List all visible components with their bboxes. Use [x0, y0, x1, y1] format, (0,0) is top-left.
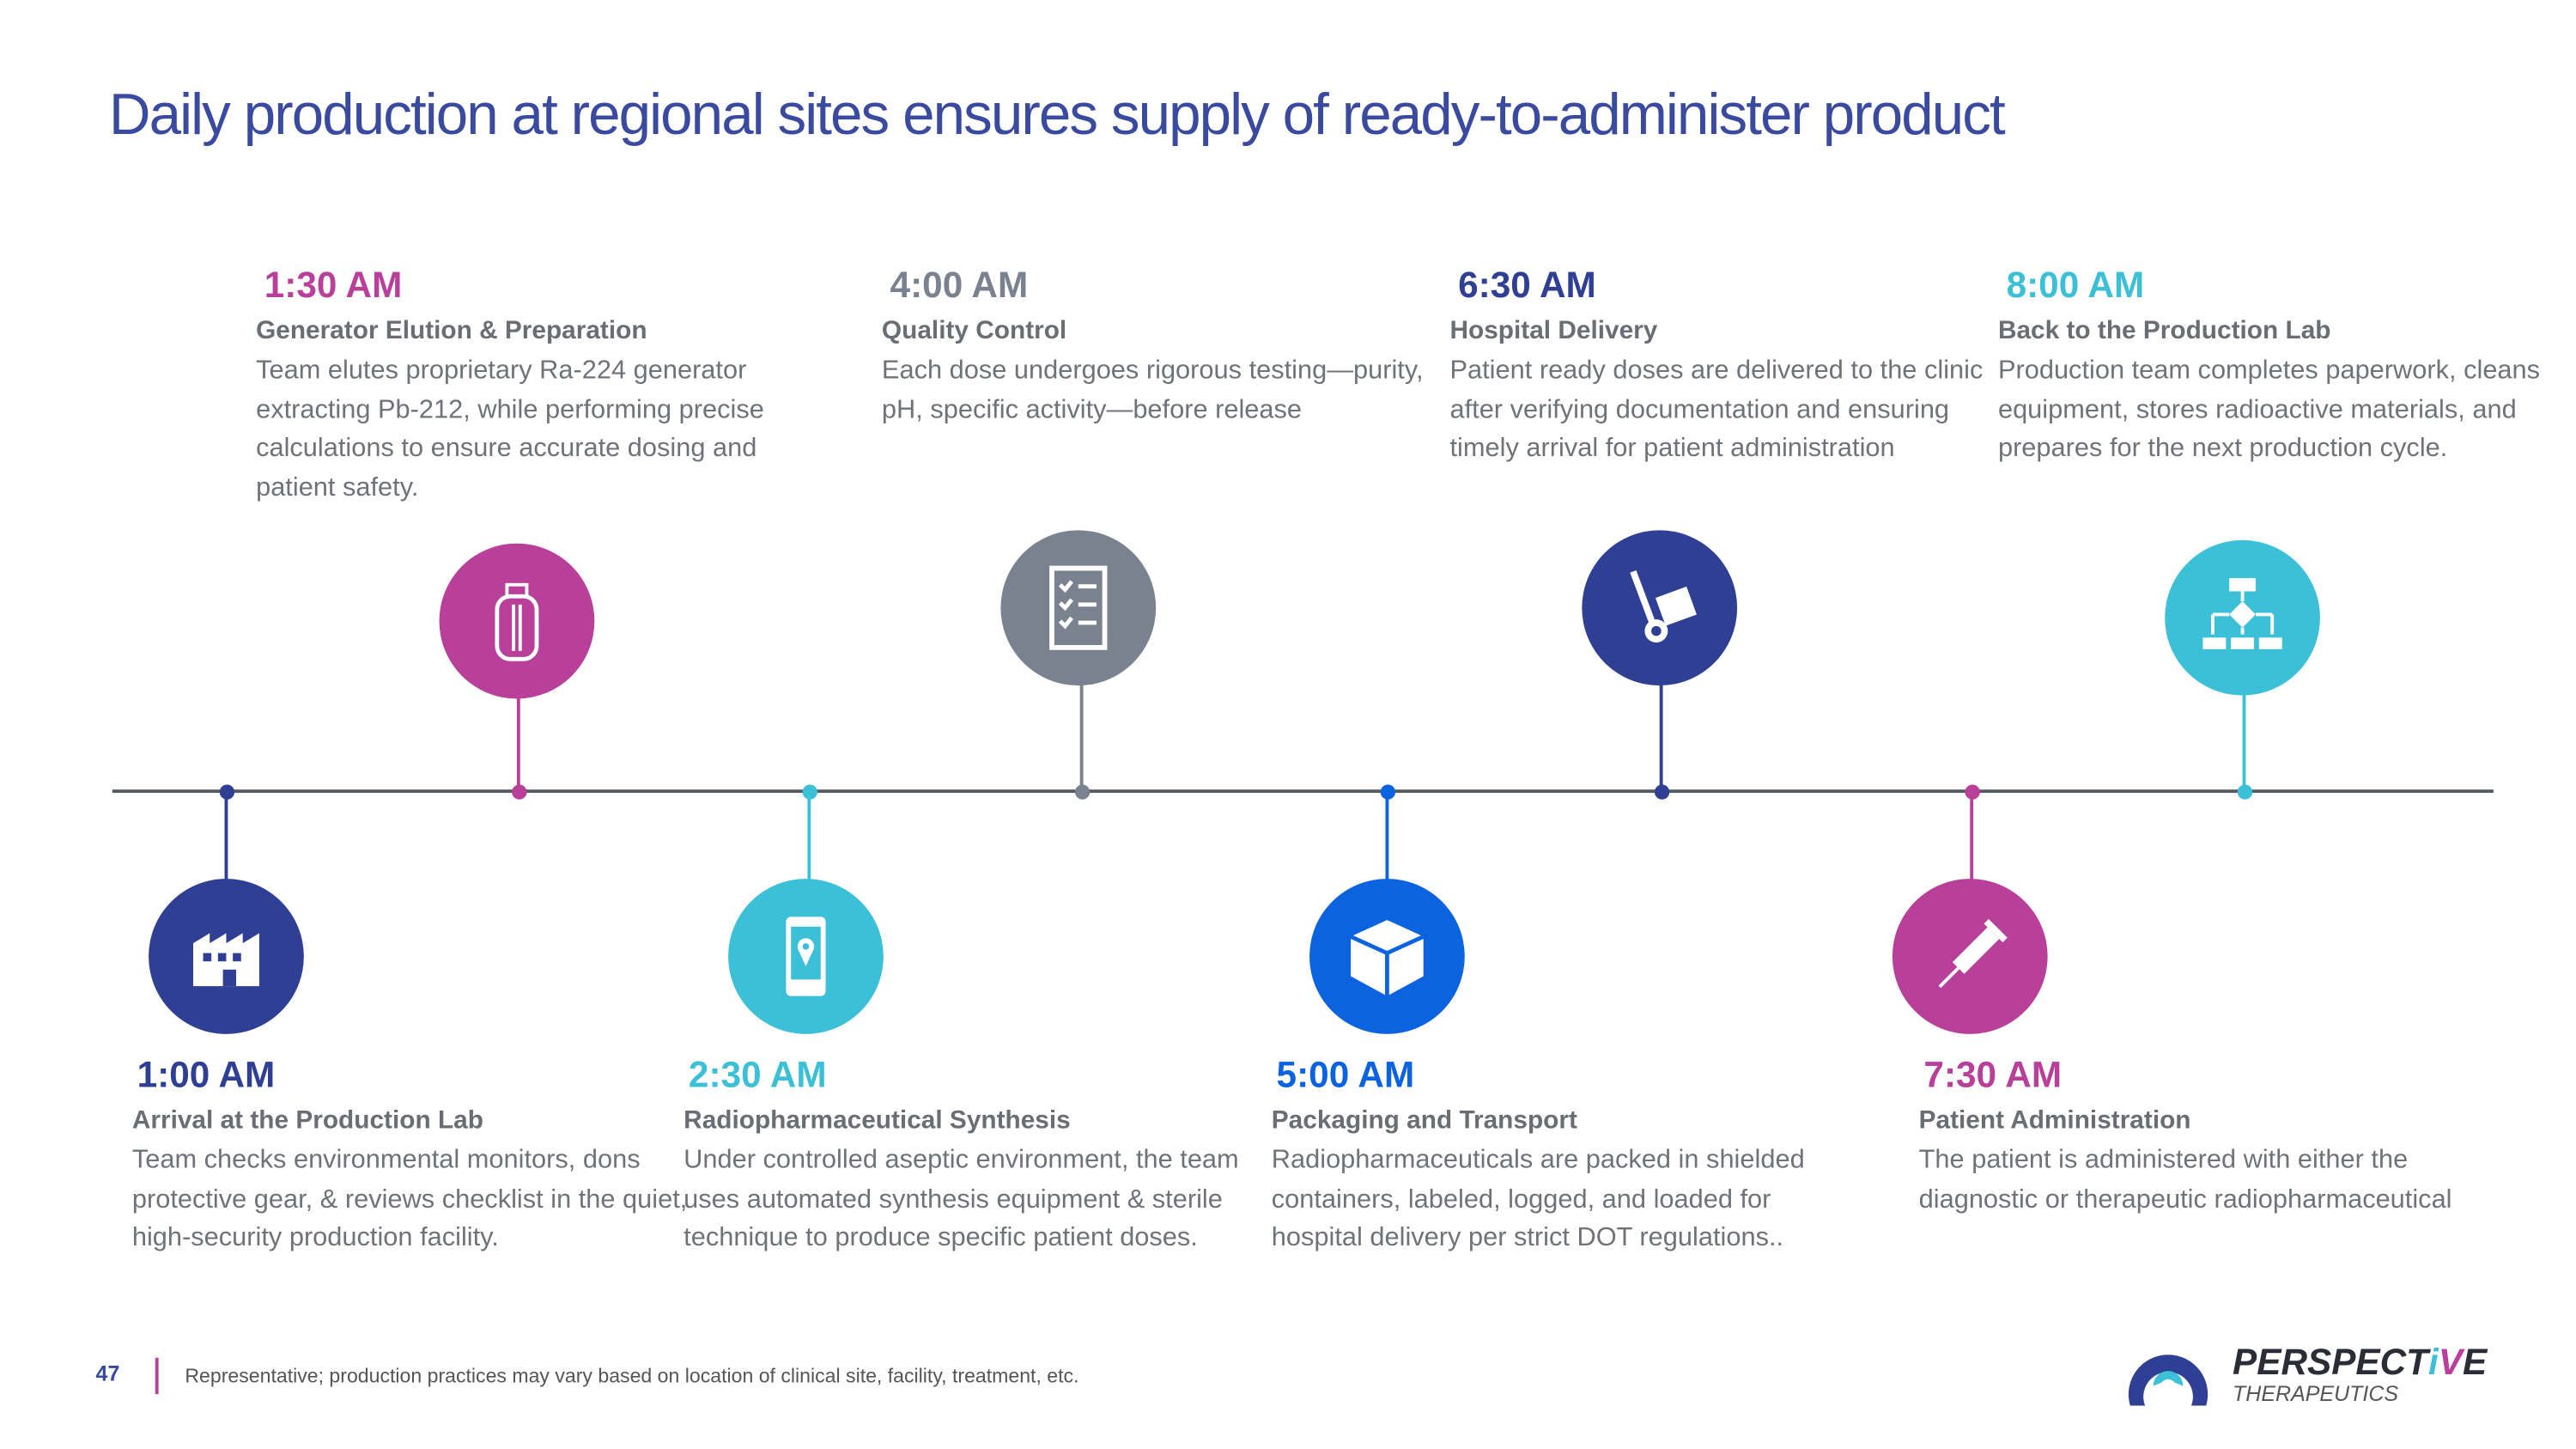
footer-divider: [155, 1357, 159, 1395]
timeline-stem: [2242, 618, 2246, 790]
page-title: Daily production at regional sites ensur…: [108, 82, 2006, 148]
step-time: 1:30 AM: [264, 264, 403, 306]
timeline-dot: [1964, 783, 1979, 799]
timeline-stem: [1079, 607, 1084, 790]
timeline-dot: [218, 783, 234, 799]
page-number: 47: [95, 1361, 120, 1386]
perspective-logo: PERSPECTiVE THERAPEUTICS: [2128, 1342, 2488, 1406]
timeline-dot: [1073, 783, 1090, 799]
factory-icon: [193, 933, 259, 987]
step-icon-circle: [1582, 530, 1738, 686]
step-icon-circle: [2165, 539, 2320, 696]
timeline-stem: [1659, 607, 1663, 790]
step-description: The patient is administered with either …: [1918, 1146, 2452, 1214]
step-icon-circle: [439, 543, 595, 699]
timeline-stem: [224, 789, 228, 957]
step-icon-circle: [728, 879, 884, 1034]
svg-text:THERAPEUTICS: THERAPEUTICS: [2233, 1382, 2398, 1406]
step-heading: Patient Administration: [1918, 1106, 2191, 1135]
step-description: Team checks environmental monitors, dons…: [131, 1146, 688, 1252]
step-description: Radiopharmaceuticals are packed in shiel…: [1271, 1146, 1805, 1252]
step-icon-circle: [1000, 530, 1157, 686]
timeline-dot: [1653, 783, 1669, 799]
step-time: 4:00 AM: [890, 264, 1029, 306]
step-description: Under controlled aseptic environment, th…: [683, 1146, 1239, 1252]
step-time: 6:30 AM: [1458, 264, 1596, 306]
vial-icon: [495, 582, 539, 661]
box-icon: [1350, 920, 1425, 996]
timeline-stem: [807, 789, 811, 957]
step-time: 1:00 AM: [137, 1053, 276, 1096]
step-heading: Packaging and Transport: [1271, 1106, 1577, 1135]
footer-note: Representative; production practices may…: [185, 1364, 1079, 1388]
step-heading: Radiopharmaceutical Synthesis: [683, 1106, 1071, 1135]
timeline-stem: [1970, 789, 1974, 957]
step-heading: Generator Elution & Preparation: [256, 317, 647, 345]
svg-text:PERSPECTiVE: PERSPECTiVE: [2233, 1342, 2488, 1382]
hand-truck-icon: [1630, 570, 1697, 643]
step-time: 5:00 AM: [1276, 1053, 1415, 1096]
step-heading: Quality Control: [881, 317, 1067, 345]
syringe-icon: [1938, 918, 2008, 989]
checklist-icon: [1049, 565, 1108, 650]
step-heading: Arrival at the Production Lab: [131, 1106, 483, 1135]
timeline-dot: [2236, 783, 2252, 799]
timeline-stem: [516, 621, 520, 790]
phone-location-icon: [786, 916, 826, 996]
step-icon-circle: [1892, 879, 2048, 1034]
timeline-stem: [1385, 789, 1389, 957]
step-time: 8:00 AM: [2006, 264, 2145, 306]
step-icon-circle: [1309, 879, 1465, 1034]
step-description: Production team completes paperwork, cle…: [1997, 356, 2541, 463]
step-time: 7:30 AM: [1923, 1053, 2063, 1096]
step-icon-circle: [149, 879, 304, 1034]
step-description: Each dose undergoes rigorous testing—pur…: [881, 356, 1424, 424]
step-heading: Back to the Production Lab: [1997, 317, 2331, 345]
step-time: 2:30 AM: [688, 1053, 827, 1096]
flowchart-icon: [2202, 578, 2282, 649]
timeline-dot: [1379, 783, 1395, 799]
step-heading: Hospital Delivery: [1449, 317, 1658, 345]
step-description: Patient ready doses are delivered to the…: [1449, 356, 1984, 463]
timeline-dot: [801, 783, 817, 799]
step-description: Team elutes proprietary Ra-224 generator…: [256, 356, 764, 502]
timeline-dot: [511, 783, 526, 799]
timeline-axis: [112, 789, 2494, 794]
